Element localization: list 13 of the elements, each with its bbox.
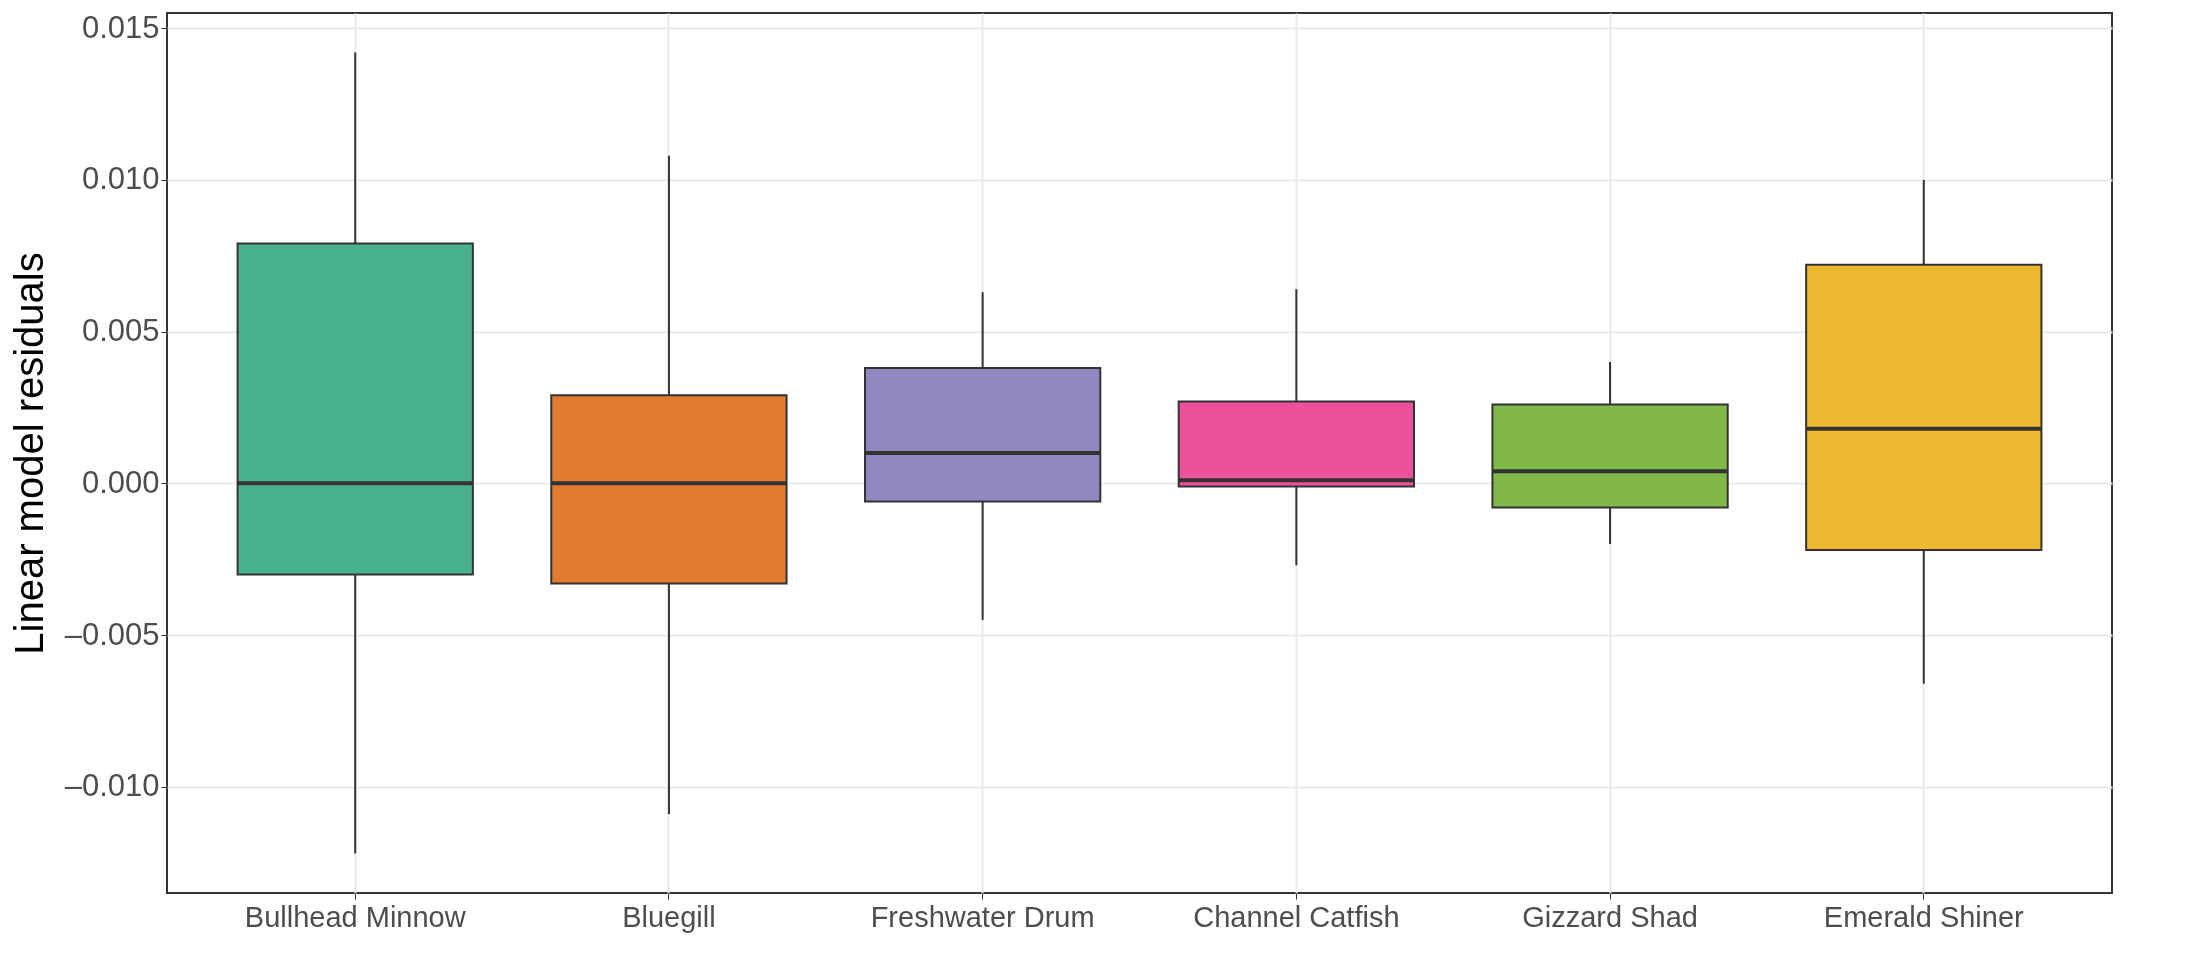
y-axis-title: Linear model residuals [6,252,51,655]
x-tick-label: Channel Catfish [1193,900,1400,933]
y-tick-label: 0.005 [81,313,160,349]
x-tick-label: Bluegill [622,900,716,933]
x-tick-label: Gizzard Shad [1522,900,1698,933]
x-tick-label: Bullhead Minnow [244,900,467,933]
y-tick-label: –0.010 [64,768,160,804]
x-tick-label: Freshwater Drum [870,900,1095,933]
y-tick-label: 0.015 [81,9,160,45]
y-tick-label: –0.005 [64,616,160,652]
y-tick-label: 0.000 [81,464,160,500]
x-tick-label: Emerald Shiner [1823,900,2025,933]
y-tick-label: 0.010 [81,161,160,197]
